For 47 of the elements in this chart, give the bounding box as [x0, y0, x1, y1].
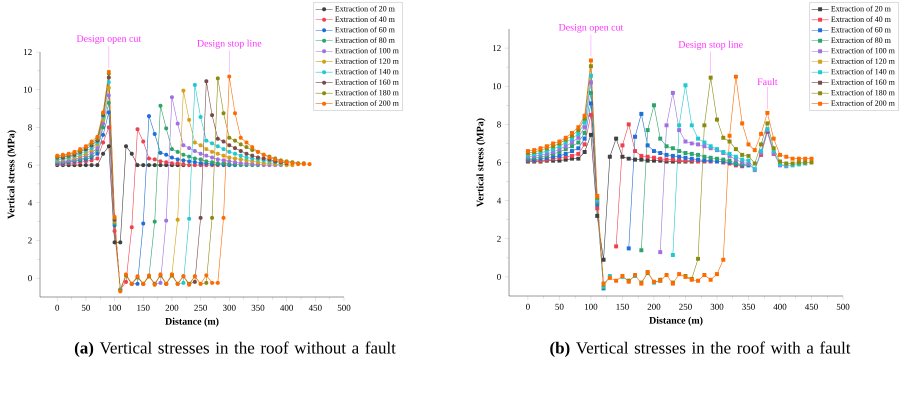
y-axis-title: Vertical stress (MPa) — [476, 118, 486, 207]
x-tick-label: 450 — [804, 304, 818, 310]
x-tick-label: 250 — [194, 304, 207, 311]
x-tick-label: 300 — [222, 304, 236, 311]
y-tick-label: 2 — [497, 236, 501, 242]
y-tick-label: 8 — [497, 121, 501, 128]
x-axis-title: Distance (m) — [165, 318, 219, 327]
x-axis-title: Distance (m) — [649, 316, 703, 326]
y-tick-label: 12 — [24, 49, 32, 55]
annotation: Fault — [757, 78, 778, 86]
y-axis-title: Vertical stress (MPa) — [7, 130, 16, 219]
x-tick-label: 350 — [252, 304, 264, 311]
x-tick-label: 50 — [555, 304, 564, 310]
x-tick-label: 200 — [166, 304, 178, 311]
text: (b) Vertical stresses in the roof with a fault — [550, 342, 850, 358]
annotation: Design stop line — [197, 40, 262, 49]
x-tick-label: 400 — [773, 304, 786, 310]
annotation: Design open cut — [76, 35, 142, 44]
y-tick-label: 10 — [493, 83, 501, 90]
y-tick-label: 8 — [28, 124, 32, 130]
x-tick-label: 100 — [108, 304, 121, 311]
x-tick-label: 400 — [280, 304, 294, 311]
x-tick-label: 350 — [742, 304, 755, 310]
y-tick-label: 0 — [497, 274, 501, 280]
x-tick-label: 50 — [82, 304, 90, 311]
x-tick-label: 200 — [648, 304, 660, 310]
x-tick-label: 500 — [338, 304, 350, 311]
y-tick-label: 6 — [28, 162, 32, 168]
x-tick-label: 300 — [710, 304, 724, 310]
y-tick-label: 4 — [496, 198, 502, 204]
annotation: Design open cut — [558, 24, 624, 33]
text: (a) Vertical stresses in the roof without a fault — [74, 342, 396, 358]
y-tick-label: 10 — [24, 86, 32, 93]
y-tick-label: 4 — [28, 200, 32, 206]
x-tick-label: 250 — [679, 304, 692, 310]
y-tick-label: 2 — [28, 237, 32, 244]
y-tick-label: 6 — [497, 159, 501, 166]
x-tick-label: 0 — [526, 304, 530, 310]
y-tick-label: 0 — [28, 275, 32, 282]
x-tick-label: 500 — [836, 304, 850, 310]
x-tick-label: 450 — [308, 304, 322, 311]
x-tick-label: 0 — [55, 304, 60, 311]
annotation: Design stop line — [678, 40, 743, 50]
x-tick-label: 150 — [137, 304, 150, 311]
x-tick-label: 100 — [584, 304, 598, 310]
x-tick-label: 150 — [616, 304, 629, 310]
y-tick-label: 12 — [493, 45, 501, 52]
